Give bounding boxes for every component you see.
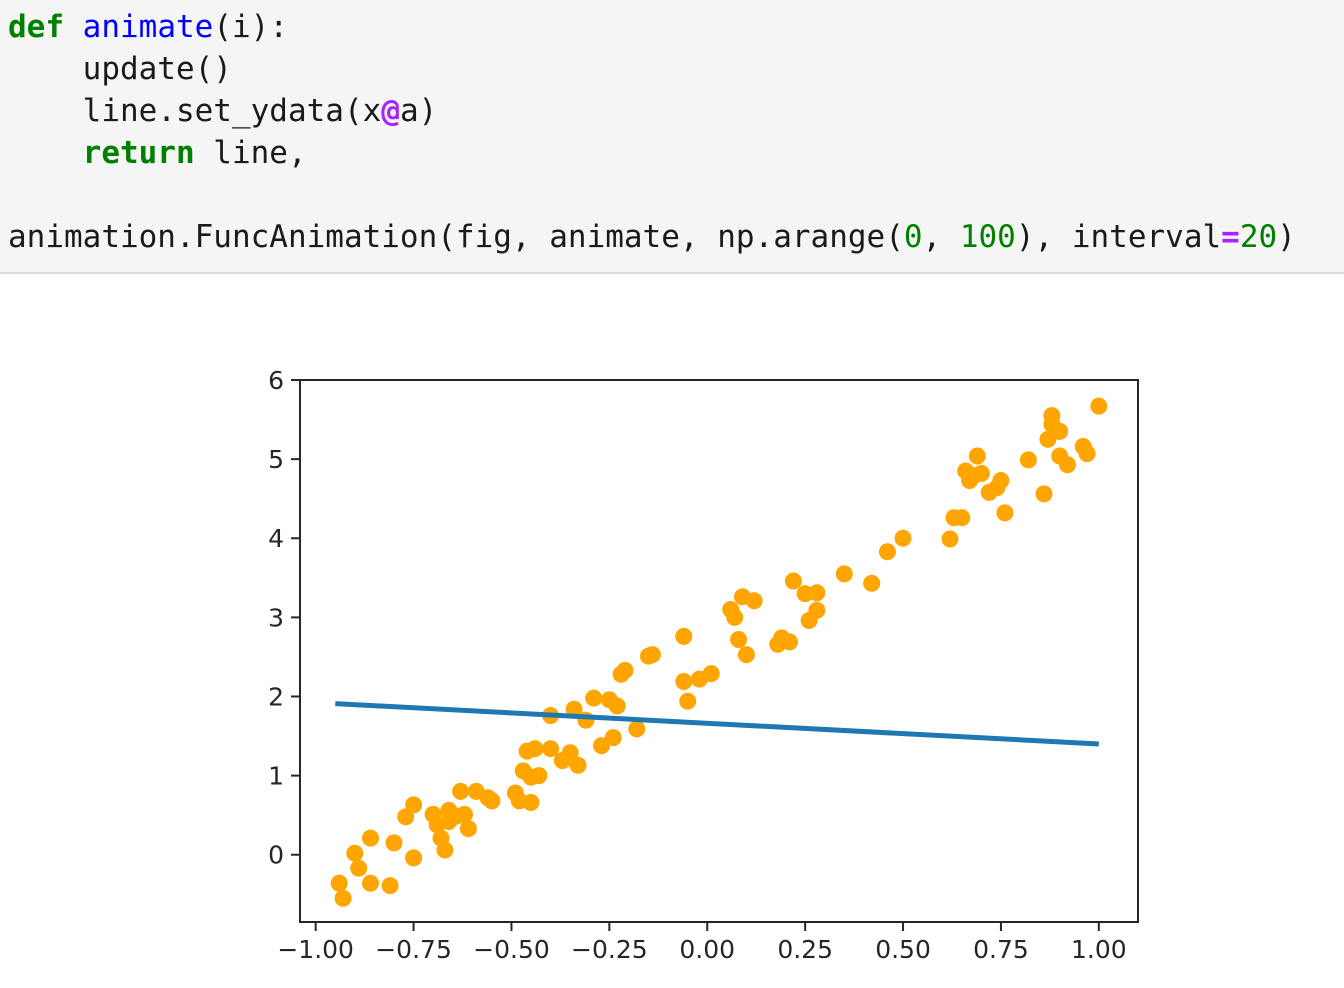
code-interval-kwarg: ), interval: [1015, 219, 1222, 255]
scatter-point-35: [561, 744, 579, 762]
scatter-point-84: [1019, 451, 1037, 469]
x-tick-label-2: −0.50: [473, 935, 550, 964]
scatter-point-3: [350, 859, 368, 877]
code-cell[interactable]: def animate(i): update() line.set_ydata(…: [0, 0, 1344, 274]
y-tick-label-5: 5: [268, 445, 284, 474]
scatter-point-43: [608, 697, 626, 715]
fit-line-layer: [335, 701, 1099, 747]
scatter-point-50: [675, 627, 693, 645]
scatter-point-2: [346, 844, 364, 862]
scatter-point-7: [385, 834, 403, 852]
scatter-points: [330, 397, 1108, 907]
scatter-point-45: [616, 661, 634, 679]
y-tick-label-2: 2: [268, 682, 284, 711]
scatter-point-23: [483, 792, 501, 810]
scatter-point-94: [1090, 397, 1108, 415]
x-axis: −1.00 −0.75 −0.50 −0.25 0.00 0.25 0.50 0.75 1.00: [277, 922, 1127, 964]
scatter-point-78: [968, 447, 986, 465]
scatter-point-51: [679, 692, 697, 710]
scatter-point-10: [405, 849, 423, 867]
scatter-point-46: [628, 720, 646, 738]
code-set-ydata-end: a): [399, 93, 438, 129]
y-axis: 0 1 2 3 4 5 6: [268, 366, 300, 870]
x-tick-label-0: −1.00: [277, 935, 354, 964]
scatter-point-4: [362, 874, 379, 892]
scatter-point-83: [996, 504, 1014, 522]
scatter-point-31: [530, 767, 548, 785]
code-close-paren: ): [1277, 219, 1296, 255]
code-separator: ,: [922, 219, 960, 255]
x-tick-label-3: −0.25: [571, 935, 648, 964]
scatter-point-69: [863, 574, 881, 592]
function-name: animate: [82, 9, 214, 45]
scatter-point-48: [643, 646, 661, 664]
scatter-point-66: [808, 601, 826, 619]
scatter-point-93: [1078, 445, 1096, 463]
function-params: (i):: [213, 9, 288, 45]
scatter-point-9: [405, 796, 423, 814]
number-100: 100: [959, 219, 1016, 255]
scatter-point-1: [334, 889, 352, 907]
scatter-point-70: [878, 543, 896, 561]
scatter-point-74: [953, 509, 971, 527]
keyword-return: return: [82, 135, 195, 171]
scatter-point-28: [522, 794, 540, 811]
scatter-point-85: [1035, 485, 1053, 503]
x-tick-label-1: −0.75: [375, 935, 452, 964]
scatter-point-79: [972, 464, 990, 482]
scatter-point-59: [745, 592, 763, 610]
y-tick-label-3: 3: [268, 603, 284, 632]
code-update-call: update(): [82, 51, 232, 87]
equals-operator: =: [1221, 219, 1240, 255]
scatter-point-37: [569, 756, 587, 774]
scatter-point-42: [604, 729, 622, 747]
x-tick-label-5: 0.25: [777, 935, 833, 964]
scatter-point-5: [362, 829, 379, 847]
x-tick-label-7: 0.75: [973, 935, 1029, 964]
scatter-point-32: [542, 740, 560, 758]
scatter-point-82: [992, 472, 1010, 489]
code-set-ydata-start: line.set_ydata(x: [82, 93, 382, 129]
scatter-point-19: [456, 805, 473, 823]
code-return-value: line,: [194, 135, 307, 171]
scatter-point-18: [452, 782, 470, 800]
code-block: def animate(i): update() line.set_ydata(…: [8, 6, 1296, 258]
number-0: 0: [903, 219, 923, 255]
y-tick-label-4: 4: [268, 524, 284, 553]
scatter-point-67: [808, 584, 826, 602]
number-20: 20: [1239, 219, 1278, 255]
scatter-point-56: [730, 631, 748, 648]
scatter-point-72: [941, 530, 959, 548]
scatter-point-71: [894, 529, 912, 547]
y-tick-label-1: 1: [268, 762, 284, 791]
scatter-point-30: [526, 740, 544, 758]
fit-line: [335, 701, 1099, 747]
scatter-point-88: [1043, 407, 1061, 425]
x-tick-label-8: 1.00: [1071, 935, 1127, 964]
scatter-point-14: [436, 841, 454, 859]
scatter-point-49: [675, 673, 693, 690]
scatter-point-62: [781, 633, 798, 651]
x-tick-label-4: 0.00: [679, 935, 735, 964]
matmul-operator: @: [381, 93, 400, 129]
scatter-point-0: [330, 874, 348, 892]
scatter-point-63: [784, 572, 802, 590]
y-tick-label-0: 0: [268, 841, 284, 870]
code-funcanimation-start: animation.FuncAnimation(fig, animate, np…: [8, 219, 904, 255]
scatter-point-20: [459, 820, 477, 838]
scatter-point-68: [835, 565, 853, 583]
y-tick-label-6: 6: [268, 366, 284, 395]
scatter-point-55: [726, 608, 744, 626]
keyword-def: def: [8, 9, 64, 45]
scatter-point-91: [1059, 456, 1076, 474]
x-tick-label-6: 0.50: [875, 935, 931, 964]
scatter-chart: −1.00 −0.75 −0.50 −0.25 0.00 0.25 0.50 0.75 1.00…: [268, 366, 1139, 964]
scatter-point-36: [565, 700, 583, 718]
scatter-point-6: [381, 877, 399, 895]
scatter-point-58: [737, 646, 755, 664]
scatter-point-53: [702, 665, 720, 683]
scatter-point-89: [1051, 422, 1069, 440]
plot-frame: [299, 379, 1139, 923]
scatter-point-39: [585, 689, 603, 707]
